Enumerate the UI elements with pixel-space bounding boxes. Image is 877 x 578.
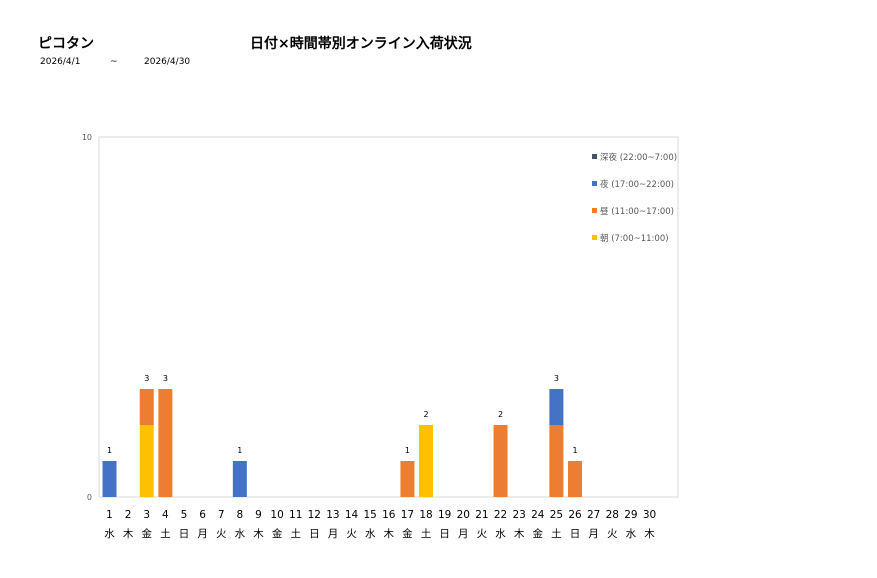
x-weekday-label: 金 [402,527,413,540]
y-tick-label: 10 [82,133,92,142]
store-name: ピコタン [38,36,94,52]
legend-label: 朝 (7:00~11:00) [600,234,669,244]
bar-segment [139,389,154,425]
bar-segment [400,461,415,497]
bar-segment [568,461,583,497]
x-tick-label: 8 [237,509,244,521]
x-weekday-label: 月 [328,528,339,540]
x-tick-label: 18 [419,509,432,521]
x-tick-label: 14 [345,509,359,521]
data-label: 3 [554,374,559,383]
x-weekday-label: 金 [533,527,544,540]
data-label: 2 [498,410,503,419]
x-tick-label: 4 [162,509,169,521]
x-tick-label: 23 [512,509,525,521]
x-tick-label: 26 [568,509,582,521]
x-weekday-label: 木 [123,528,134,540]
x-tick-label: 27 [587,509,600,521]
x-tick-label: 15 [364,509,377,521]
x-tick-label: 10 [270,509,283,521]
legend-label: 夜 (17:00~22:00) [600,179,674,190]
bar-segment [158,389,173,497]
x-weekday-label: 火 [216,528,227,540]
x-tick-label: 11 [289,509,302,521]
x-weekday-label: 木 [514,528,525,540]
x-weekday-label: 水 [235,528,246,540]
x-tick-label: 3 [143,509,150,521]
date-to: 2026/4/30 [144,57,191,67]
x-weekday-label: 火 [607,528,618,540]
x-weekday-label: 土 [290,527,301,540]
x-weekday-label: 金 [141,527,152,540]
x-tick-label: 19 [438,509,451,521]
x-tick-label: 22 [494,509,507,521]
chart-title: 日付×時間帯別オンライン入荷状況 [250,36,472,52]
x-tick-label: 24 [531,509,545,521]
x-weekday-label: 木 [253,528,264,540]
bar-segment [139,425,154,497]
bar-segment [102,461,117,497]
x-tick-label: 2 [125,509,132,521]
bar-segment [419,425,434,497]
data-label: 1 [405,446,410,455]
x-weekday-label: 火 [346,528,357,540]
data-label: 2 [424,410,429,419]
legend-swatch [592,208,597,213]
x-weekday-label: 月 [588,528,599,540]
x-tick-label: 29 [624,509,637,521]
bar-segment [232,461,247,497]
x-weekday-label: 月 [197,528,208,540]
bar-segment [549,389,564,425]
x-weekday-label: 水 [365,528,376,540]
x-weekday-label: 土 [421,527,432,540]
x-tick-label: 20 [457,509,470,521]
x-weekday-label: 水 [495,528,506,540]
plot-area-border [98,136,679,498]
x-tick-label: 7 [218,509,225,521]
bar-segment [549,425,564,497]
x-weekday-label: 水 [626,528,637,540]
y-tick-label: 0 [87,493,92,502]
x-weekday-label: 月 [458,528,469,540]
data-label: 3 [144,374,149,383]
legend-swatch [592,235,597,240]
data-label: 1 [107,446,112,455]
x-tick-label: 25 [550,509,563,521]
x-tick-label: 28 [606,509,619,521]
x-weekday-label: 金 [272,527,283,540]
data-label: 1 [237,446,242,455]
date-separator: ~ [110,57,118,67]
x-weekday-label: 土 [551,527,562,540]
x-weekday-label: 日 [309,528,320,540]
x-tick-label: 1 [106,509,113,521]
x-weekday-label: 日 [570,528,581,540]
bar-segment [493,425,508,497]
x-tick-label: 16 [382,509,396,521]
data-label: 3 [163,374,168,383]
legend-label: 昼 (11:00~17:00) [600,207,674,217]
x-weekday-label: 木 [384,528,395,540]
x-tick-label: 30 [643,509,656,521]
x-weekday-label: 火 [477,528,488,540]
x-tick-label: 6 [199,509,206,521]
legend-swatch [592,154,597,159]
x-weekday-label: 水 [104,528,115,540]
x-tick-label: 5 [181,509,188,521]
x-weekday-label: 土 [160,527,171,540]
x-tick-label: 9 [255,509,262,521]
legend-swatch [592,181,597,186]
x-weekday-label: 日 [179,528,190,540]
x-tick-label: 12 [308,509,321,521]
legend-label: 深夜 (22:00~7:00) [600,152,677,163]
x-weekday-label: 日 [439,528,450,540]
date-from: 2026/4/1 [40,57,81,67]
x-tick-label: 13 [326,509,339,521]
x-tick-label: 17 [401,509,414,521]
x-tick-label: 21 [475,509,488,521]
x-weekday-label: 木 [644,528,655,540]
data-label: 1 [572,446,577,455]
